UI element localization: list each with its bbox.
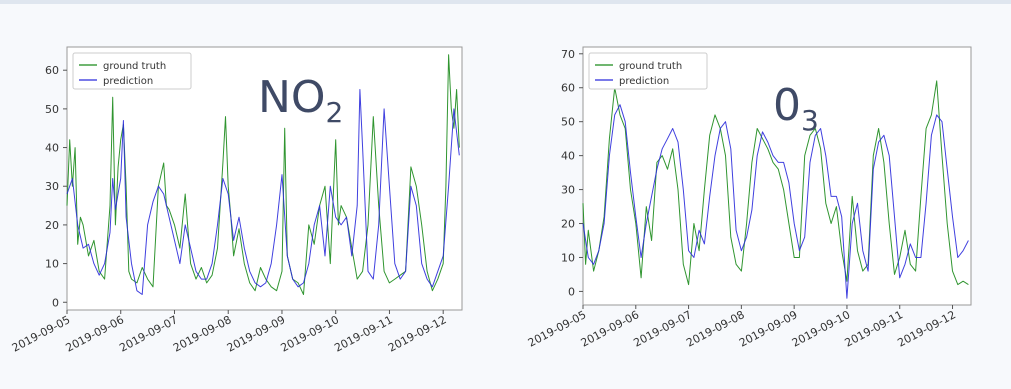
legend-label: prediction <box>619 76 669 87</box>
y-tick-label: 10 <box>561 251 575 264</box>
y-tick-label: 60 <box>45 64 59 77</box>
x-tick-label: 2019-09-12 <box>386 313 449 354</box>
y-tick-label: 70 <box>561 48 575 61</box>
x-tick-label: 2019-09-08 <box>171 313 234 354</box>
y-tick-label: 50 <box>45 103 59 116</box>
y-tick-label: 30 <box>45 180 59 193</box>
y-tick-label: 40 <box>561 150 575 163</box>
plot-area <box>582 46 972 306</box>
o3-chart-panel: 0 10 20 30 40 50 60 70 2019-09-05 2019-09-06 2019-… <box>505 0 1011 389</box>
x-tick-label: 2019-09-07 <box>631 308 694 349</box>
x-tick-label: 2019-09-06 <box>579 308 642 349</box>
y-tick-label: 0 <box>568 285 575 298</box>
chart-title-subscript: 2 <box>326 96 344 129</box>
legend <box>588 52 708 90</box>
no2-chart-panel: 0 10 20 30 40 50 60 2019-09-05 2019-09-06 2019-09… <box>0 0 505 389</box>
top-border <box>0 0 1011 4</box>
chart-title: 03 <box>773 80 819 137</box>
x-tick-label: 2019-09-07 <box>117 313 180 354</box>
chart-title-subscript: 3 <box>801 104 819 137</box>
x-tick-label: 2019-09-05 <box>526 308 589 349</box>
o3-chart: 0102030405060702019-09-052019-09-062019-… <box>526 46 972 350</box>
x-tick-label: 2019-09-12 <box>895 308 958 349</box>
series-line-ground-truth <box>66 54 460 295</box>
y-tick-label: 40 <box>45 142 59 155</box>
y-tick-label: 30 <box>561 184 575 197</box>
x-tick-label: 2019-09-10 <box>279 313 342 354</box>
x-tick-label: 2019-09-11 <box>843 308 906 349</box>
series-line-ground-truth <box>582 80 969 286</box>
x-tick-label: 2019-09-09 <box>737 308 800 349</box>
legend-label: ground truth <box>103 61 166 72</box>
y-tick-label: 50 <box>561 116 575 129</box>
y-tick-label: 60 <box>561 82 575 95</box>
legend <box>72 52 192 90</box>
no2-chart: 01020304050602019-09-052019-09-062019-09… <box>10 46 463 355</box>
x-tick-label: 2019-09-09 <box>225 313 288 354</box>
x-tick-label: 2019-09-10 <box>790 308 853 349</box>
x-tick-label: 2019-09-08 <box>684 308 747 349</box>
series-line-prediction <box>66 89 460 295</box>
x-tick-label: 2019-09-11 <box>332 313 395 354</box>
y-tick-label: 0 <box>52 296 59 309</box>
x-tick-label: 2019-09-06 <box>64 313 127 354</box>
series-line-prediction <box>582 104 969 299</box>
legend-label: prediction <box>103 76 153 87</box>
x-tick-label: 2019-09-05 <box>10 313 73 354</box>
legend-label: ground truth <box>619 61 682 72</box>
chart-title: NO2 <box>258 72 343 129</box>
y-tick-label: 20 <box>561 218 575 231</box>
y-tick-label: 20 <box>45 219 59 232</box>
y-tick-label: 10 <box>45 258 59 271</box>
